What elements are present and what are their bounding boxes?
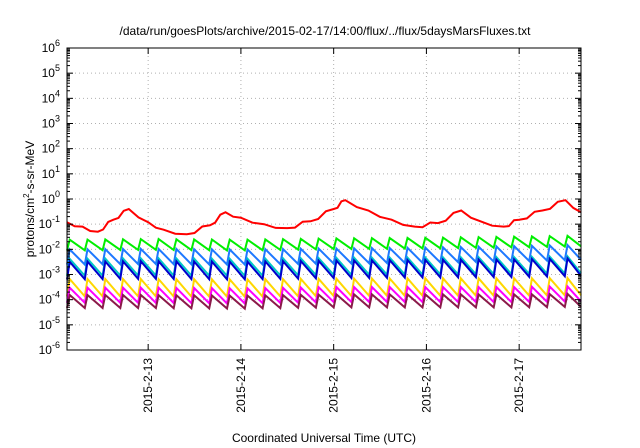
series-line-1 — [66, 199, 582, 236]
y-tick-label: 10-6 — [39, 340, 60, 357]
y-axis: 10-6 10-5 10-4 10-3 10-2 10-1 100 101 102 103 104 1… — [39, 38, 581, 357]
series-line-3 — [66, 242, 582, 267]
x-tick-label: 2015-2-15 — [327, 358, 341, 413]
x-tick-label: 2015-2-16 — [419, 358, 433, 413]
x-tick-label: 2015-2-14 — [234, 358, 248, 413]
x-tick-label: 2015-2-13 — [141, 358, 155, 413]
y-axis-label-rest: -s-sr-MeV — [23, 141, 37, 194]
series-line-6 — [66, 275, 582, 299]
series-line-7 — [66, 284, 582, 306]
y-tick-label: 101 — [42, 164, 60, 181]
x-axis: 2015-2-13 2015-2-14 2015-2-15 2015-2-16 2015… — [141, 48, 526, 413]
y-tick-label: 100 — [42, 189, 60, 206]
series-line-2 — [66, 234, 582, 253]
y-tick-label: 104 — [42, 88, 60, 105]
y-tick-label: 103 — [42, 114, 60, 131]
y-tick-label: 10-2 — [39, 239, 60, 256]
y-tick-label: 10-4 — [39, 290, 60, 307]
series-line-8 — [66, 291, 582, 311]
x-axis-label: Coordinated Universal Time (UTC) — [232, 431, 416, 445]
y-tick-label: 106 — [42, 38, 60, 55]
y-tick-label: 10-1 — [39, 214, 60, 231]
chart-title: /data/run/goesPlots/archive/2015-02-17/1… — [120, 24, 532, 38]
series-layer — [66, 199, 582, 311]
y-axis-label-main: protons/cm — [23, 198, 37, 257]
series-line-5 — [66, 256, 582, 282]
y-axis-label: protons/cm2-s-sr-MeV — [22, 141, 37, 257]
y-tick-label: 10-3 — [39, 265, 60, 282]
y-tick-label: 105 — [42, 63, 60, 80]
y-tick-label: 10-5 — [39, 315, 60, 332]
y-axis-label-sup: 2 — [22, 193, 31, 198]
grid — [67, 48, 581, 350]
x-tick-label: 2015-2-17 — [512, 358, 526, 413]
y-tick-label: 102 — [42, 139, 60, 156]
